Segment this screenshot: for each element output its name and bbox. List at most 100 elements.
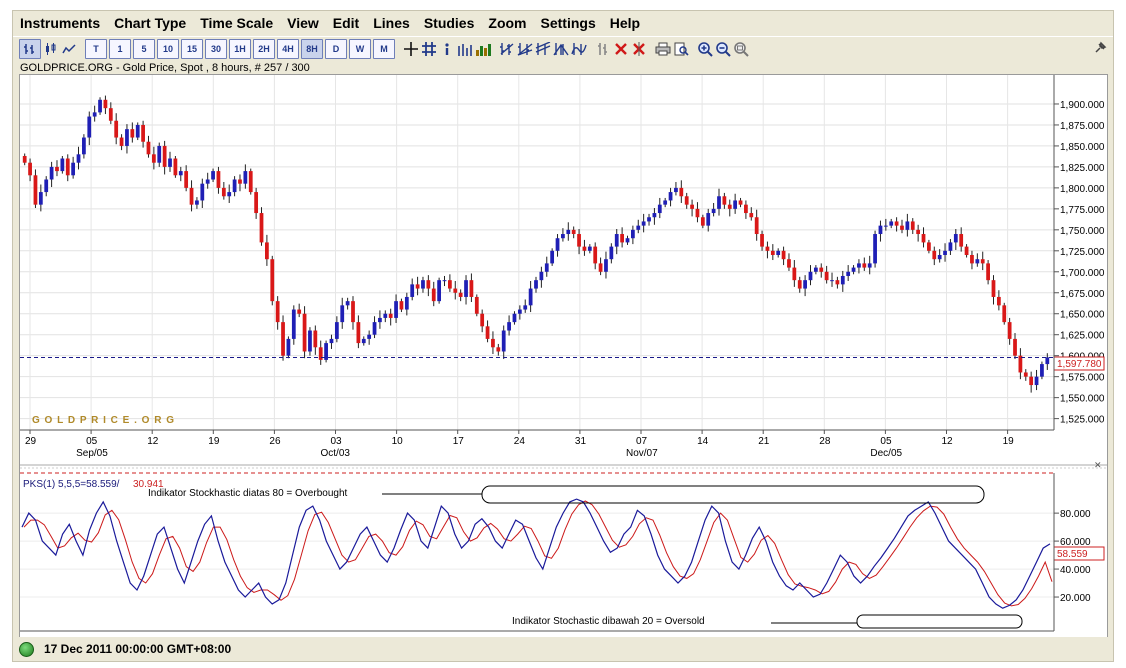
pointer-icon[interactable]: [595, 40, 611, 58]
timeframe-button[interactable]: 2H: [253, 39, 275, 59]
candle-body: [125, 129, 129, 146]
price-tick-label: 1,900.000: [1060, 100, 1105, 111]
channel-icon[interactable]: [535, 40, 551, 58]
connection-status-icon: [19, 641, 34, 657]
candle-body: [684, 196, 689, 205]
indicator-tick-label: 20.000: [1060, 593, 1091, 604]
annotation-oversold: Indikator Stochastic dibawah 20 = Overso…: [512, 616, 705, 627]
candle-body: [1013, 338, 1017, 356]
menu-edit[interactable]: Edit: [332, 15, 360, 31]
candle-body: [1034, 376, 1039, 386]
close-panel-icon[interactable]: ✕: [1094, 460, 1102, 470]
candle-body: [388, 313, 393, 318]
print-preview-icon[interactable]: [673, 40, 689, 58]
timeframe-button[interactable]: W: [349, 39, 371, 59]
month-label: Oct/03: [321, 448, 351, 459]
x-tick-label: 29: [25, 436, 37, 447]
bar-chart-icon[interactable]: [19, 39, 41, 59]
zoom-in-icon[interactable]: [697, 40, 713, 58]
candle-body: [173, 158, 178, 176]
pin-icon[interactable]: [1093, 41, 1107, 58]
price-tick-label: 1,850.000: [1060, 142, 1105, 153]
price-tick-label: 1,800.000: [1060, 184, 1105, 195]
volume-bars-icon[interactable]: [457, 40, 473, 58]
x-tick-label: 21: [758, 436, 770, 447]
candle-body: [846, 271, 851, 276]
x-tick-label: 05: [880, 436, 892, 447]
candle-body: [372, 322, 377, 335]
timeframe-button[interactable]: 4H: [277, 39, 299, 59]
candle-body: [1002, 305, 1007, 323]
candle-body: [824, 271, 829, 281]
timeframe-button[interactable]: 1H: [229, 39, 251, 59]
candle-body: [625, 238, 630, 243]
stochastic-k-line: [21, 498, 1051, 609]
candle-body: [711, 208, 716, 214]
grid-icon[interactable]: [421, 40, 437, 58]
candle-body: [404, 296, 409, 310]
timeframe-button-active[interactable]: 8H: [301, 39, 323, 59]
menu-chart-type[interactable]: Chart Type: [114, 15, 187, 31]
menu-time-scale[interactable]: Time Scale: [200, 15, 274, 31]
candle-body: [184, 171, 189, 188]
timeframe-button[interactable]: 15: [181, 39, 203, 59]
pitchfork-icon[interactable]: [553, 40, 569, 58]
timeframe-button[interactable]: T: [85, 39, 107, 59]
menu-view[interactable]: View: [287, 15, 319, 31]
delete-all-icon[interactable]: [631, 40, 647, 58]
candle-body: [496, 347, 501, 352]
candle-body: [87, 116, 92, 138]
zoom-out-icon[interactable]: [715, 40, 731, 58]
candle-body: [270, 259, 275, 302]
candle-chart-icon[interactable]: [43, 40, 59, 58]
candle-body: [378, 317, 382, 323]
print-icon[interactable]: [655, 40, 671, 58]
last-price-label: 1,597.780: [1057, 359, 1102, 370]
candle-body: [1018, 355, 1023, 373]
candle-body: [803, 280, 807, 289]
candle-body: [781, 250, 786, 260]
candle-body: [830, 280, 834, 282]
candle-body: [345, 301, 350, 306]
x-tick-label: 31: [575, 436, 587, 447]
watermark-text: G O L D P R I C E . O R G: [32, 415, 175, 426]
volume-histogram-icon[interactable]: [475, 40, 491, 58]
menu-instruments[interactable]: Instruments: [20, 15, 101, 31]
timeframe-button[interactable]: D: [325, 39, 347, 59]
candle-body: [690, 204, 694, 209]
candle-body: [604, 259, 608, 272]
info-icon[interactable]: [439, 40, 455, 58]
chart-area[interactable]: G O L D P R I C E . O R G 1,900.000 1,875…: [19, 74, 1108, 639]
candle-body: [399, 301, 404, 310]
crosshair-icon[interactable]: [403, 40, 419, 58]
menu-studies[interactable]: Studies: [423, 15, 475, 31]
menu-settings[interactable]: Settings: [540, 15, 596, 31]
wave-icon[interactable]: [571, 40, 587, 58]
candle-body: [426, 280, 431, 289]
menu-lines[interactable]: Lines: [373, 15, 410, 31]
candle-body: [1045, 357, 1050, 365]
timeframe-button[interactable]: 10: [157, 39, 179, 59]
candle-body: [980, 259, 985, 264]
line-chart-icon[interactable]: [61, 40, 77, 58]
delete-icon[interactable]: [613, 40, 629, 58]
x-tick-label: 12: [147, 436, 159, 447]
zoom-reset-icon[interactable]: [733, 40, 749, 58]
timeframe-button[interactable]: 1: [109, 39, 131, 59]
x-tick-label: 24: [514, 436, 526, 447]
candle-body: [334, 322, 339, 339]
trendline-icon[interactable]: [499, 40, 515, 58]
fan-icon[interactable]: [517, 40, 533, 58]
timeframe-button[interactable]: 5: [133, 39, 155, 59]
menu-help[interactable]: Help: [609, 15, 641, 31]
candle-body: [695, 208, 700, 218]
menu-zoom[interactable]: Zoom: [488, 15, 527, 31]
candle-body: [722, 196, 727, 205]
candle-body: [135, 124, 140, 138]
price-chart-svg[interactable]: G O L D P R I C E . O R G 1,900.000 1,875…: [20, 75, 1107, 638]
toolbar: T 1 5 10 15 30 1H 2H 4H 8H D W M: [13, 36, 1113, 61]
candle-body: [797, 280, 802, 289]
timeframe-button[interactable]: 30: [205, 39, 227, 59]
timeframe-button[interactable]: M: [373, 39, 395, 59]
candle-body: [587, 246, 592, 251]
